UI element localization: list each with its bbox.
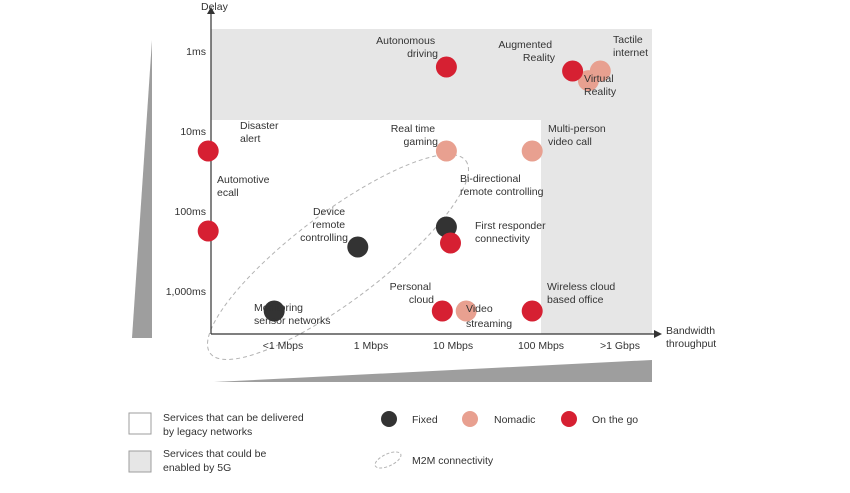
legend: Services that can be delivered by legacy… bbox=[128, 411, 638, 474]
legend-5g-swatch bbox=[128, 450, 152, 473]
label-wireless-cloud-based-office: Wireless cloud based office bbox=[547, 281, 618, 306]
legend-legacy-text: Services that can be delivered by legacy… bbox=[163, 412, 307, 438]
point-tactile-internet bbox=[589, 60, 611, 82]
legend-on-the-go-text: On the go bbox=[592, 414, 638, 426]
label-first-responder-connectivity: First responder connectivity bbox=[475, 220, 549, 245]
label-video-streaming: Video streaming bbox=[466, 303, 512, 330]
point-monitoring-sensor-networks bbox=[263, 300, 285, 322]
legend-on-the-go-swatch bbox=[561, 411, 577, 427]
point-bi-directional-remote-controlling bbox=[435, 216, 457, 238]
label-personal-cloud: Personal cloud bbox=[390, 281, 435, 306]
label-autonomous-driving: Autonomous driving bbox=[376, 35, 438, 60]
x-axis-title: Bandwidth throughput bbox=[666, 325, 718, 350]
legend-fixed-text: Fixed bbox=[412, 414, 438, 426]
x-tick-1mbps: 1 Mbps bbox=[354, 340, 388, 352]
point-first-responder-connectivity bbox=[440, 232, 461, 254]
m2m-ellipse bbox=[207, 153, 469, 361]
label-automotive-ecall: Automotive ecall bbox=[217, 174, 272, 199]
y-axis-arrow bbox=[207, 7, 215, 14]
x-tick-lt1mbps: <1 Mbps bbox=[263, 340, 304, 352]
legend-legacy-swatch bbox=[128, 412, 152, 435]
legend-5g-text: Services that could be enabled by 5G bbox=[163, 448, 269, 474]
x-axis-arrow bbox=[654, 330, 662, 338]
label-augmented-reality: Augmented Reality bbox=[498, 39, 555, 64]
point-wireless-cloud-based-office bbox=[521, 300, 543, 322]
point-automotive-ecall bbox=[197, 220, 219, 242]
label-tactile-internet: Tactile internet bbox=[613, 34, 648, 59]
point-device-remote-controlling bbox=[347, 236, 369, 258]
point-disaster-alert bbox=[197, 140, 219, 162]
label-monitoring-sensor-networks: Monitoring sensor networks bbox=[254, 302, 330, 327]
x-tick-gt1gbps: >1 Gbps bbox=[600, 340, 640, 352]
legend-nomadic-swatch bbox=[462, 411, 478, 427]
x-tick-100mbps: 100 Mbps bbox=[518, 340, 564, 352]
y-tick-10ms: 10ms bbox=[180, 126, 206, 138]
label-multi-person-video-call: Multi-person video call bbox=[548, 123, 609, 148]
label-real-time-gaming: Real time gaming bbox=[391, 123, 438, 148]
y-axis-title: Delay bbox=[201, 1, 229, 13]
point-multi-person-video-call bbox=[521, 140, 543, 162]
point-autonomous-driving bbox=[435, 56, 457, 78]
legend-m2m-swatch bbox=[374, 451, 402, 469]
bandwidth-wedge bbox=[214, 360, 652, 382]
label-disaster-alert: Disaster alert bbox=[240, 120, 281, 145]
legend-m2m-text: M2M connectivity bbox=[412, 455, 494, 467]
region-5g bbox=[211, 29, 652, 334]
y-tick-100ms: 100ms bbox=[174, 206, 206, 218]
point-augmented-reality bbox=[562, 60, 584, 82]
x-tick-10mbps: 10 Mbps bbox=[433, 340, 473, 352]
legend-fixed-swatch bbox=[381, 411, 397, 427]
delay-wedge bbox=[132, 40, 152, 338]
y-tick-1000ms: 1,000ms bbox=[166, 286, 206, 298]
label-device-remote-controlling: Device remote controlling bbox=[300, 206, 348, 244]
y-tick-1ms: 1ms bbox=[186, 46, 206, 58]
point-video-streaming bbox=[455, 300, 477, 322]
point-real-time-gaming bbox=[435, 140, 457, 162]
label-virtual-reality: Virtual Reality bbox=[584, 73, 617, 98]
point-personal-cloud bbox=[431, 300, 453, 322]
legend-nomadic-text: Nomadic bbox=[494, 414, 535, 426]
data-points bbox=[197, 56, 611, 322]
label-bi-directional-remote-controlling: Bi-directional remote controlling bbox=[460, 173, 544, 198]
